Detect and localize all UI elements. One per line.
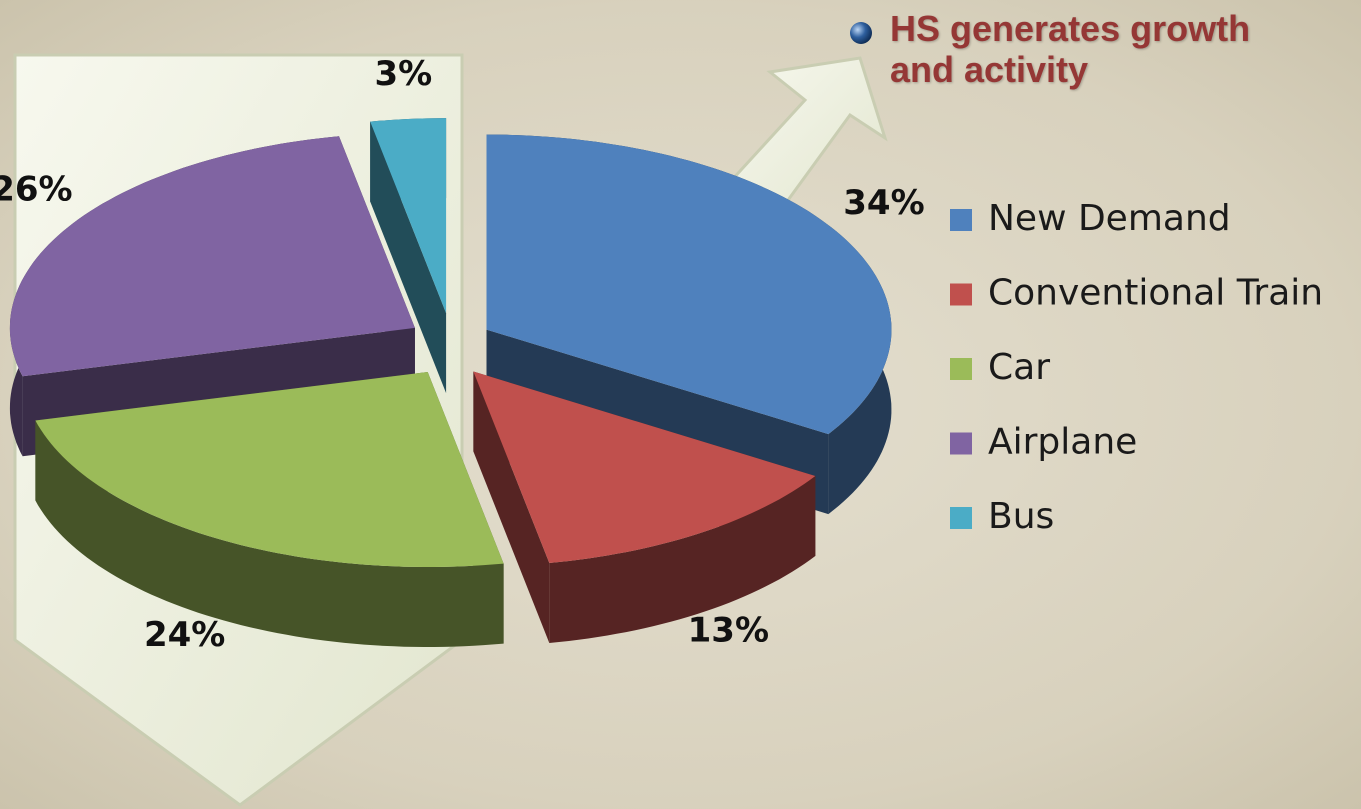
legend-label: Car — [988, 347, 1050, 388]
slice — [35, 372, 504, 567]
slice — [486, 134, 892, 435]
annotation: HS generates growth and activity — [890, 8, 1251, 90]
slice-side — [35, 420, 504, 647]
legend-swatch — [950, 507, 972, 529]
data-label: 13% — [688, 611, 769, 651]
legend-swatch — [950, 432, 972, 455]
data-label: 24% — [144, 615, 225, 655]
bullet — [850, 22, 872, 44]
data-label: 26% — [0, 169, 73, 209]
legend-swatch — [950, 209, 972, 231]
slice — [473, 371, 816, 563]
data-label: 34% — [843, 183, 924, 223]
slice — [9, 136, 415, 377]
legend-swatch — [950, 358, 972, 380]
legend-label: Conventional Train — [988, 273, 1323, 314]
legend-swatch — [950, 283, 972, 306]
slice-wall — [473, 371, 550, 643]
slice — [370, 118, 447, 314]
legend-label: New Demand — [988, 198, 1231, 239]
legend-label: Airplane — [988, 422, 1137, 463]
data-label: 3% — [375, 54, 433, 94]
slice-side — [549, 476, 816, 643]
legend-label: Bus — [988, 496, 1054, 537]
